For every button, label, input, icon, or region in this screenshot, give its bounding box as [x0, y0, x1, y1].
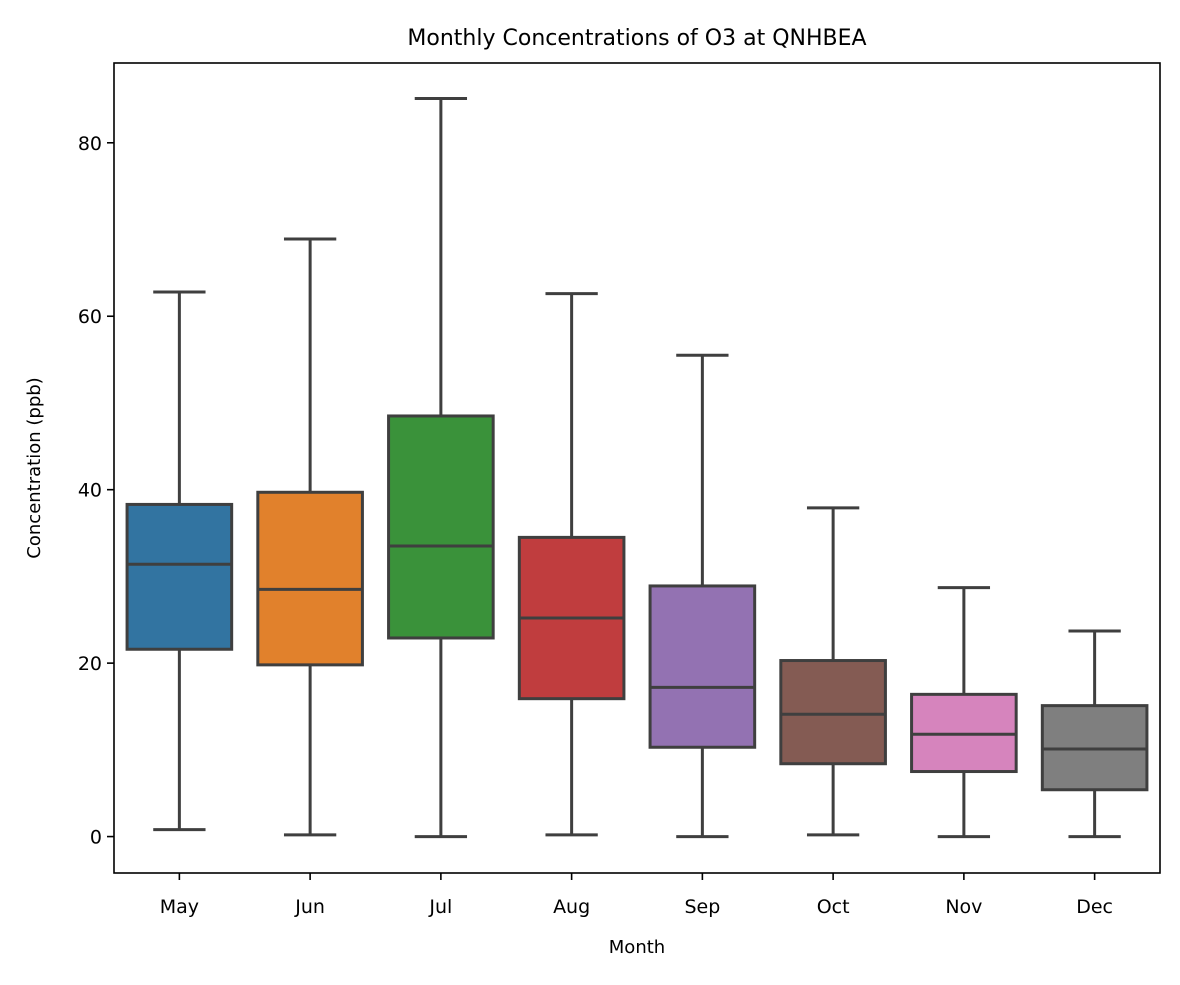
y-tick-label: 80	[78, 133, 102, 155]
x-tick-label: Jul	[428, 896, 452, 918]
x-tick-label: Dec	[1076, 896, 1113, 918]
iqr-box	[125, 502, 234, 651]
iqr-box	[779, 659, 887, 766]
y-tick-label: 40	[78, 480, 102, 502]
box-aug	[517, 292, 626, 837]
y-tick-label: 0	[90, 827, 102, 849]
box-may	[125, 290, 234, 832]
box-nov	[910, 586, 1018, 839]
x-tick-label: Oct	[817, 896, 850, 918]
y-tick-label: 20	[78, 653, 102, 675]
x-tick-label: Jun	[294, 896, 325, 918]
box-jul	[387, 97, 495, 839]
x-tick-label: Sep	[684, 896, 720, 918]
iqr-box	[387, 414, 495, 640]
x-tick-label: Aug	[553, 896, 590, 918]
box-series	[125, 97, 1149, 839]
chart-title: Monthly Concentrations of O3 at QNHBEA	[407, 26, 866, 51]
x-axis-ticks: May Jun Jul Aug Sep Oct Nov Dec	[160, 873, 1113, 918]
x-axis-label: Month	[609, 937, 665, 958]
box-jun	[256, 237, 364, 837]
iqr-box	[648, 584, 757, 749]
plot-area-frame	[113, 62, 1161, 874]
x-tick-label: Nov	[945, 896, 982, 918]
box-dec	[1040, 629, 1149, 839]
y-tick-label: 60	[78, 306, 102, 328]
iqr-box	[256, 490, 364, 667]
x-tick-label: May	[160, 896, 199, 918]
y-axis-ticks: 0 20 40 60 80	[78, 133, 114, 849]
box-oct	[779, 506, 887, 837]
box-sep	[648, 353, 757, 839]
y-axis-label: Concentration (ppb)	[24, 377, 45, 558]
